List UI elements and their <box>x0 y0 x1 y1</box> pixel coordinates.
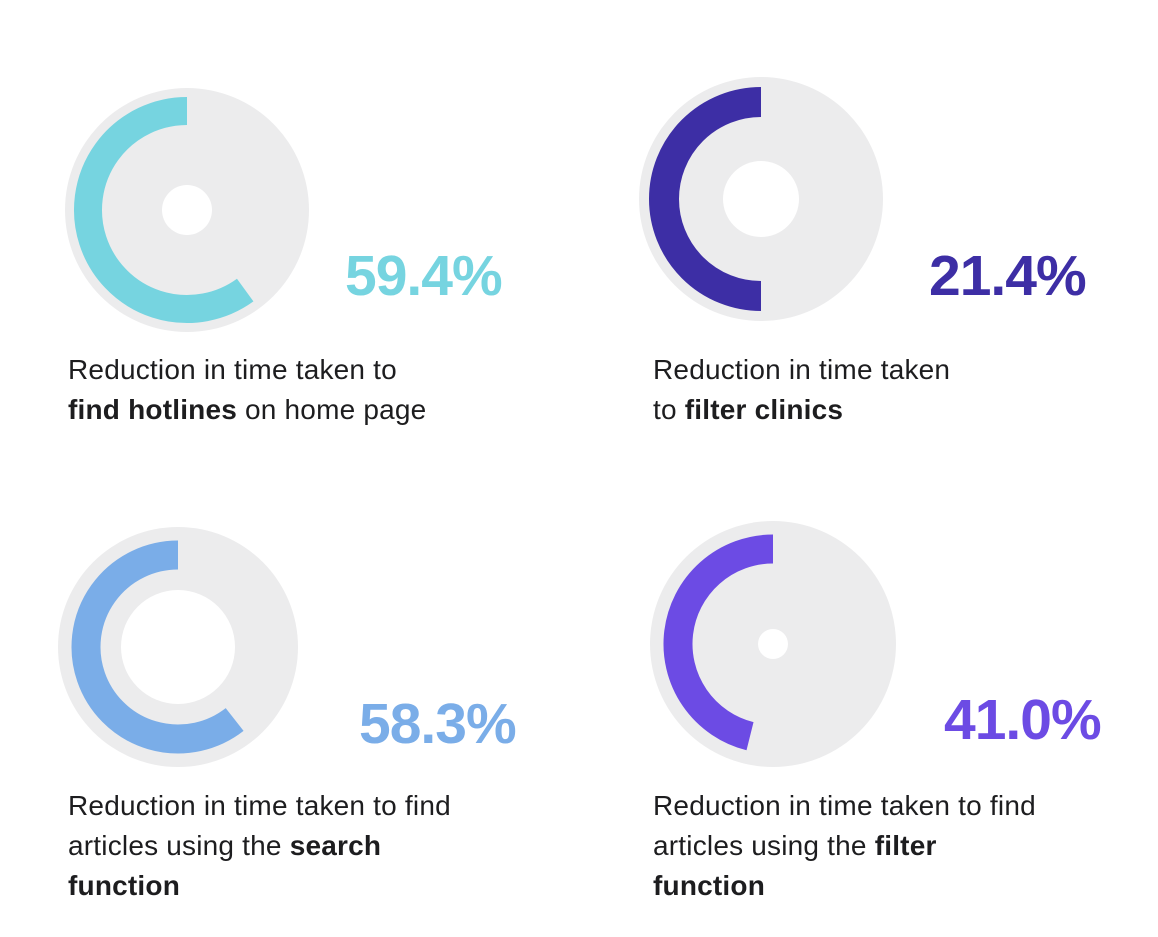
caption-text: Reduction in time taken to <box>68 354 397 385</box>
chart-caption: Reduction in time taken to find articles … <box>68 786 451 906</box>
percent-value: 59.4% <box>345 244 503 308</box>
percent-value: 41.0% <box>944 688 1102 752</box>
percent-value: 21.4% <box>929 244 1087 308</box>
caption-text: Reduction in time taken to find <box>68 790 451 821</box>
chart-caption: Reduction in time taken to find hotlines … <box>68 350 426 430</box>
donut-arc <box>663 534 774 751</box>
caption-text: articles using the <box>68 830 290 861</box>
donut-hole <box>758 629 788 659</box>
donut-arc <box>74 97 254 323</box>
donut-chart-card-filter-function: 41.0% Reduction in time taken to find art… <box>639 517 1158 901</box>
donut-chart <box>639 77 883 321</box>
caption-text: on home page <box>237 394 427 425</box>
donut-arc <box>649 87 762 311</box>
donut-chart-card-search-function: 58.3% Reduction in time taken to find art… <box>56 517 596 901</box>
caption-bold-text: search <box>289 830 382 861</box>
chart-caption: Reduction in time taken to find articles … <box>653 786 1036 906</box>
caption-bold-text: filter clinics <box>684 394 844 425</box>
donut-arc <box>71 540 244 754</box>
donut-chart <box>58 527 298 767</box>
caption-bold-text: filter <box>874 830 937 861</box>
donut-chart <box>65 88 309 332</box>
caption-bold-text: function <box>653 870 766 901</box>
donut-hole <box>162 185 212 235</box>
caption-text: Reduction in time taken <box>653 354 951 385</box>
caption-text: articles using the <box>653 830 875 861</box>
chart-caption: Reduction in time taken to filter clinics <box>653 350 950 430</box>
donut-hole <box>723 161 799 237</box>
caption-bold-text: function <box>68 870 181 901</box>
donut-chart <box>650 521 896 767</box>
donut-chart-card-filter-clinics: 21.4% Reduction in time taken to filter c… <box>639 77 1158 457</box>
percent-value: 58.3% <box>359 692 517 756</box>
donut-hole <box>121 590 235 704</box>
caption-text: Reduction in time taken to find <box>653 790 1036 821</box>
caption-bold-text: find hotlines <box>68 394 238 425</box>
caption-text: to <box>653 394 685 425</box>
donut-chart-card-find-hotlines: 59.4% Reduction in time taken to find hot… <box>56 77 596 457</box>
